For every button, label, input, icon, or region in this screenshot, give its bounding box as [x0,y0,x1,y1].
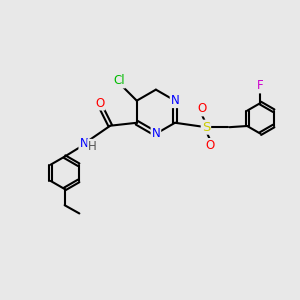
Text: Cl: Cl [113,74,125,88]
Text: S: S [202,121,210,134]
Text: F: F [257,80,264,92]
Text: O: O [95,97,105,110]
Text: H: H [88,140,97,153]
Text: N: N [152,127,160,140]
Text: N: N [171,94,179,107]
Text: O: O [197,102,206,116]
Text: N: N [80,137,88,150]
Text: O: O [206,139,215,152]
